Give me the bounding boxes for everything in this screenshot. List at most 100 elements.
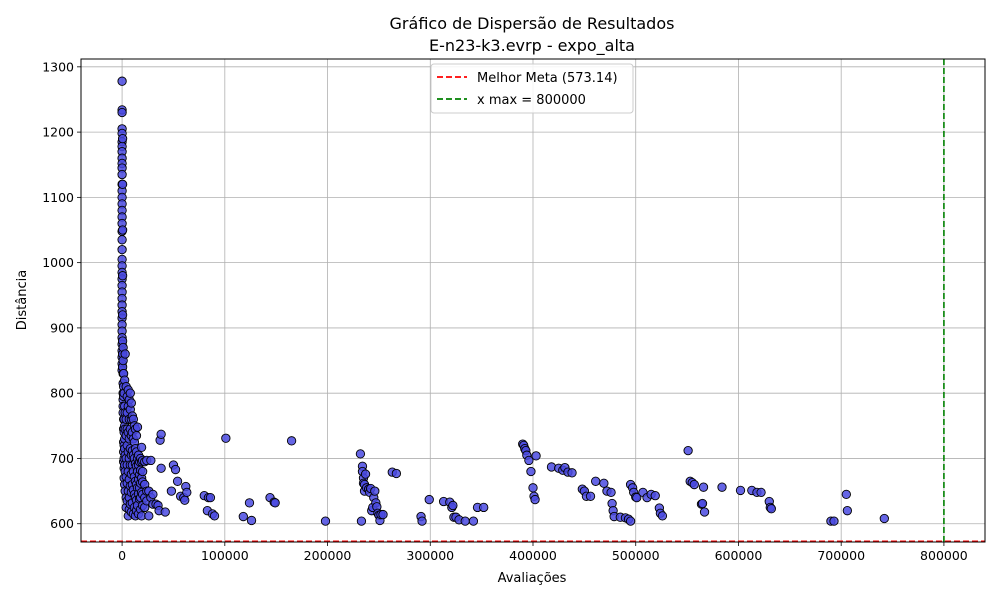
scatter-point: [156, 429, 166, 439]
scatter-point: [244, 498, 255, 508]
y-tick-label: 600: [50, 516, 74, 531]
y-axis-ticks: 600 700 800 900 1000 1100 1200 1300: [42, 59, 81, 531]
scatter-point: [657, 511, 668, 521]
scatter-point: [699, 507, 710, 517]
scatter-point: [221, 433, 231, 443]
data-points: [117, 76, 889, 526]
scatter-point: [117, 271, 128, 281]
x-tick-label: 500000: [612, 548, 660, 563]
x-axis-label: Avaliações: [498, 571, 567, 586]
scatter-point: [117, 107, 127, 118]
scatter-point: [531, 451, 541, 461]
scatter-point: [567, 468, 577, 478]
legend-box: [430, 63, 634, 114]
x-tick-label: 100000: [201, 548, 249, 563]
scatter-point: [448, 500, 458, 511]
scatter-point: [370, 486, 380, 496]
scatter-point: [205, 492, 216, 503]
scatter-point: [146, 455, 156, 466]
scatter-point: [117, 179, 128, 189]
scatter-point: [137, 466, 148, 477]
scatter-point: [632, 492, 642, 503]
scatter-point: [528, 483, 538, 493]
scatter-point: [209, 511, 220, 521]
scatter-point: [117, 225, 128, 235]
scatter-point: [117, 244, 127, 255]
scatter-point: [136, 442, 147, 453]
scatter-point: [585, 491, 596, 501]
y-tick-label: 700: [50, 451, 74, 466]
legend-entry-best: Melhor Meta (573.14): [477, 71, 618, 86]
y-tick-label: 1100: [42, 190, 74, 205]
scatter-point: [417, 516, 427, 526]
legend-entry-xmax: x max = 800000: [477, 93, 586, 108]
scatter-point: [120, 349, 130, 359]
chart-title: Gráfico de Dispersão de Resultados: [390, 14, 675, 33]
scatter-point: [117, 235, 127, 245]
scatter-point: [320, 516, 331, 526]
scatter-point: [117, 310, 128, 320]
scatter-point: [126, 398, 136, 408]
scatter-point: [286, 436, 297, 446]
scatter-point: [526, 466, 536, 477]
scatter-point: [360, 469, 371, 479]
scatter-point: [606, 487, 616, 498]
scatter-point: [117, 76, 127, 86]
scatter-point: [166, 486, 177, 496]
scatter-point: [735, 485, 746, 496]
scatter-point: [378, 509, 388, 520]
reference-lines: [81, 59, 985, 543]
legend: Melhor Meta (573.14) x max = 800000: [430, 63, 634, 114]
y-tick-label: 900: [50, 320, 74, 335]
scatter-point: [625, 516, 636, 526]
y-tick-label: 1300: [42, 59, 74, 74]
scatter-point: [530, 494, 540, 505]
scatter-point: [355, 449, 366, 459]
y-tick-label: 1200: [42, 125, 74, 140]
scatter-point: [160, 507, 170, 517]
scatter-point: [460, 516, 470, 526]
x-tick-label: 300000: [406, 548, 454, 563]
scatter-point: [697, 498, 708, 509]
scatter-point: [117, 133, 128, 144]
scatter-point: [841, 489, 851, 500]
scatter-point: [689, 479, 699, 490]
x-tick-label: 400000: [509, 548, 557, 563]
scatter-point: [756, 487, 766, 498]
scatter-point: [829, 516, 839, 526]
scatter-point: [591, 476, 601, 486]
y-tick-label: 800: [50, 386, 74, 401]
scatter-point: [766, 504, 776, 514]
scatter-point: [424, 494, 434, 505]
y-tick-label: 1000: [42, 255, 74, 270]
scatter-point: [468, 516, 479, 526]
x-axis-ticks: 0 100000 200000 300000 400000 500000 600000 700…: [118, 542, 968, 563]
x-tick-label: 800000: [920, 548, 968, 563]
scatter-point: [182, 487, 192, 498]
scatter-point: [148, 489, 158, 500]
scatter-point: [156, 463, 166, 473]
scatter-point: [599, 478, 609, 488]
scatter-point: [356, 516, 367, 526]
x-tick-label: 200000: [304, 548, 352, 563]
scatter-point: [246, 515, 257, 526]
scatter-point: [524, 455, 534, 466]
scatter-point: [270, 498, 280, 508]
y-axis-label: Distância: [15, 270, 30, 330]
scatter-point: [842, 506, 852, 516]
scatter-point: [717, 482, 727, 492]
scatter-point: [238, 511, 248, 522]
scatter-point: [391, 468, 402, 479]
x-tick-label: 600000: [715, 548, 763, 563]
x-tick-label: 700000: [817, 548, 865, 563]
x-tick-label: 0: [118, 548, 126, 563]
scatter-point: [125, 388, 135, 398]
scatter-point: [172, 476, 183, 486]
scatter-point: [117, 169, 127, 180]
scatter-point: [144, 511, 154, 521]
scatter-point: [180, 495, 190, 505]
scatter-point: [879, 513, 889, 524]
scatter-point: [698, 482, 709, 492]
scatter-point: [683, 445, 693, 456]
